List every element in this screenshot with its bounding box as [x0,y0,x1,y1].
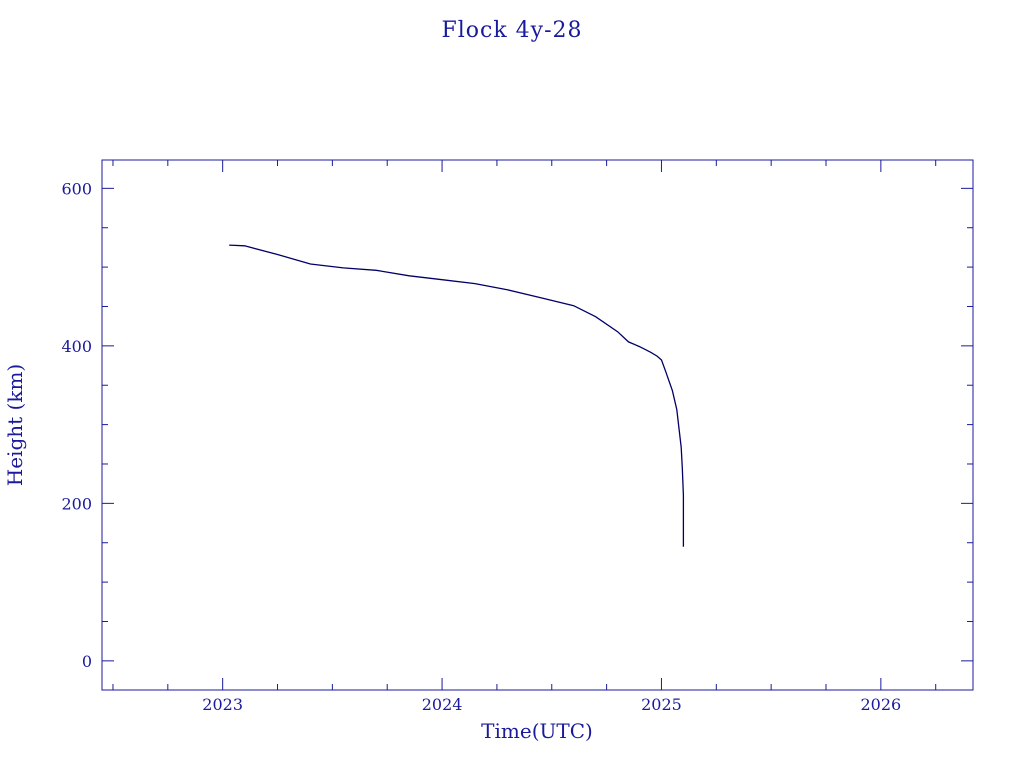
y-tick-label: 600 [61,179,92,198]
x-tick-label: 2023 [202,695,243,714]
axis-ticks [102,160,973,690]
y-axis-label: Height (km) [3,364,27,486]
plot-frame [101,159,974,691]
y-tick-label: 200 [61,494,92,513]
tick-labels: 2023 2024 2025 2026 0 200 400 600 [61,179,901,714]
y-tick-label: 400 [61,337,92,356]
x-tick-label: 2024 [422,695,463,714]
series-line-height [229,244,685,547]
x-tick-label: 2025 [641,695,682,714]
x-axis-label: Time(UTC) [481,719,593,743]
chart-title: Flock 4y-28 [441,18,582,43]
x-tick-label: 2026 [860,695,901,714]
y-tick-label: 0 [82,652,92,671]
